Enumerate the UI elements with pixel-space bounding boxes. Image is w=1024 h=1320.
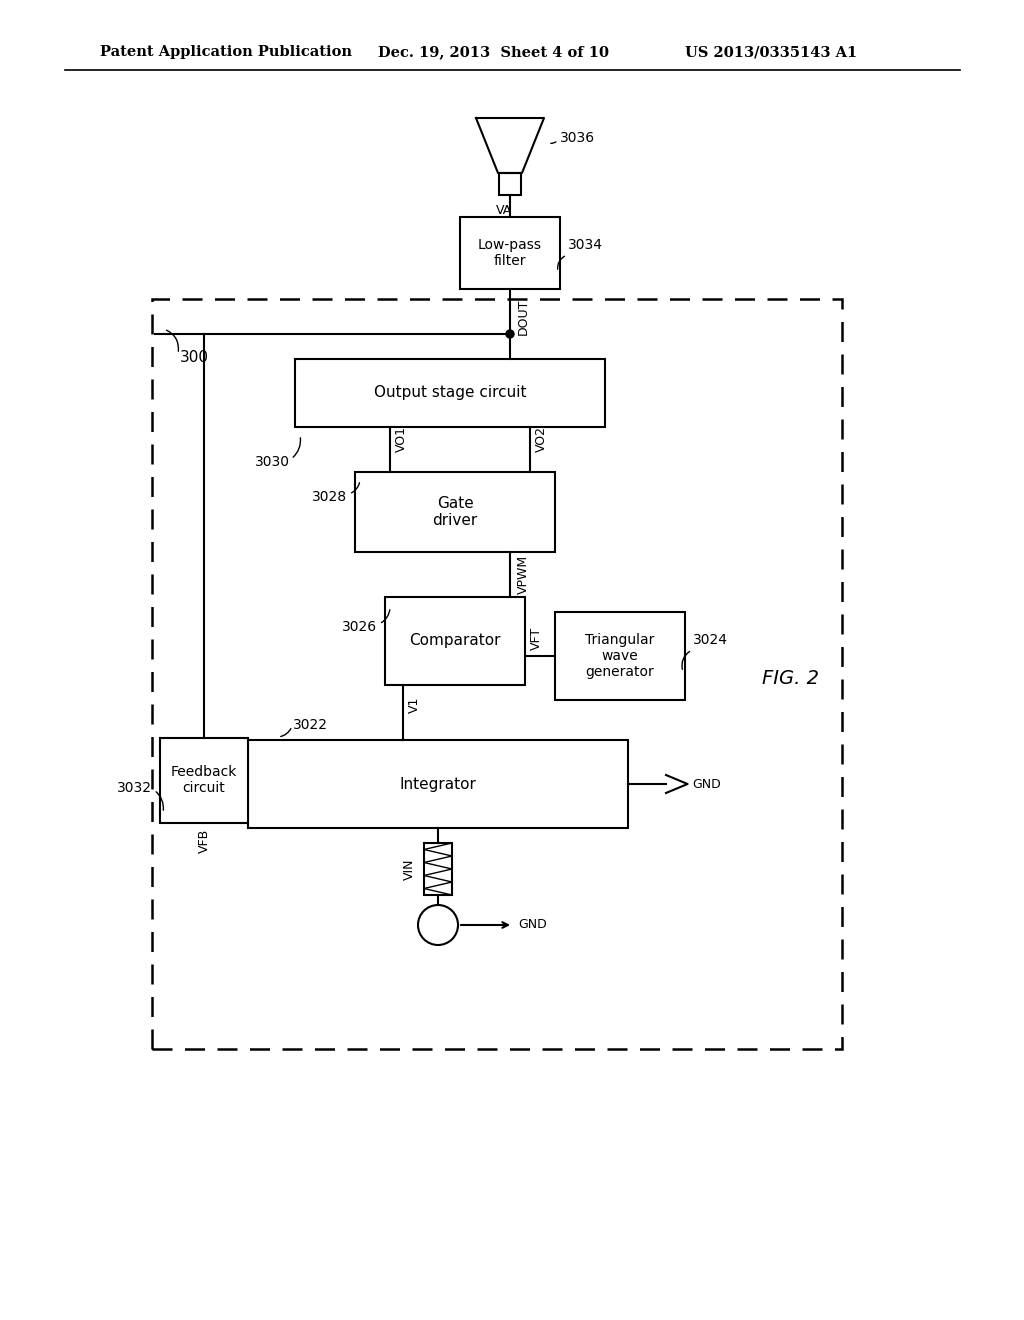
Bar (424, 843, 452, 895)
Text: VPWM: VPWM (517, 554, 530, 594)
Text: VIN: VIN (403, 858, 416, 879)
Text: 3024: 3024 (693, 634, 728, 647)
Bar (152, 300, 842, 1049)
Bar (355, 473, 555, 552)
Text: GND: GND (692, 777, 721, 791)
Bar (555, 612, 685, 700)
Text: Feedback
circuit: Feedback circuit (171, 764, 238, 795)
Text: 3022: 3022 (293, 718, 328, 733)
Text: Comparator: Comparator (410, 634, 501, 648)
Bar (460, 216, 560, 289)
Text: Dec. 19, 2013  Sheet 4 of 10: Dec. 19, 2013 Sheet 4 of 10 (378, 45, 609, 59)
Text: 3036: 3036 (560, 131, 595, 145)
Text: VFB: VFB (198, 829, 211, 853)
Bar (385, 597, 525, 685)
Bar (499, 173, 521, 195)
Bar (248, 741, 628, 828)
Text: VO1: VO1 (395, 426, 408, 451)
Text: Gate
driver: Gate driver (432, 496, 477, 528)
Text: V1: V1 (408, 697, 421, 713)
Text: VFT: VFT (530, 627, 543, 649)
Text: Triangular
wave
generator: Triangular wave generator (586, 632, 654, 680)
Text: 300: 300 (180, 350, 209, 364)
Text: Output stage circuit: Output stage circuit (374, 385, 526, 400)
Text: 3028: 3028 (312, 490, 347, 504)
Bar (295, 359, 605, 426)
Text: 3034: 3034 (568, 238, 603, 252)
Text: VO2: VO2 (535, 426, 548, 451)
Text: VA: VA (496, 203, 512, 216)
Text: FIG. 2: FIG. 2 (762, 669, 818, 689)
Text: Low-pass
filter: Low-pass filter (478, 238, 542, 268)
Text: Patent Application Publication: Patent Application Publication (100, 45, 352, 59)
Text: Integrator: Integrator (399, 776, 476, 792)
Text: GND: GND (518, 919, 547, 932)
Bar (160, 738, 248, 822)
Text: DOUT: DOUT (517, 298, 530, 335)
Text: 3026: 3026 (342, 620, 377, 634)
Text: 3030: 3030 (255, 455, 290, 469)
Circle shape (506, 330, 514, 338)
Text: 3032: 3032 (117, 781, 152, 795)
Text: US 2013/0335143 A1: US 2013/0335143 A1 (685, 45, 857, 59)
